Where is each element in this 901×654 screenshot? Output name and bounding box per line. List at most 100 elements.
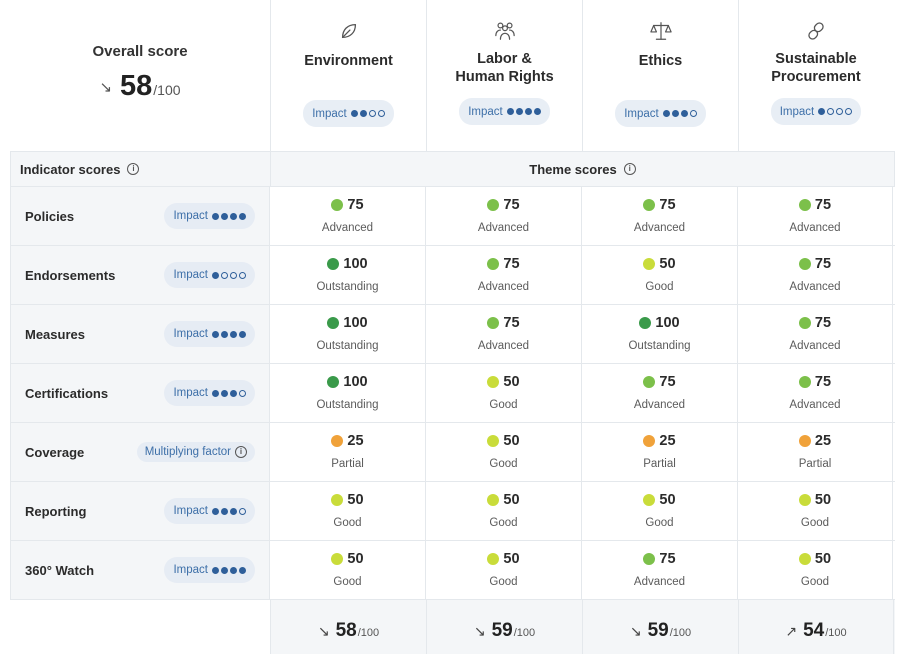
score-number: 25: [659, 433, 676, 449]
indicator-impact-pill[interactable]: Impact: [164, 321, 255, 347]
multiplying-factor-label: Multiplying factor: [144, 446, 231, 458]
theme-score-cell: 25 Partial: [738, 423, 893, 481]
score-level-label: Advanced: [789, 340, 841, 352]
score-value: 100: [270, 315, 425, 331]
impact-dot-filled-icon: [239, 566, 246, 574]
indicator-label-cell: Policies Impact: [10, 187, 270, 245]
theme-name: Sustainable Procurement: [771, 51, 861, 85]
theme-score-cell: 50 Good: [582, 246, 738, 304]
indicator-name: Certifications: [25, 385, 109, 401]
indicator-impact-pill[interactable]: Impact: [164, 557, 255, 583]
score-number: 100: [655, 315, 680, 331]
impact-dot-empty-icon: [239, 271, 246, 279]
score-value: 75: [738, 374, 892, 390]
score-number: 75: [659, 374, 676, 390]
score-level-dot-icon: [327, 317, 340, 329]
score-value: 100: [270, 374, 425, 390]
score-level-label: Advanced: [633, 576, 686, 588]
score-number: 75: [814, 374, 832, 390]
theme-header-1: Labor & Human Rights Impact: [426, 0, 582, 151]
indicator-name: Coverage: [25, 444, 85, 460]
theme-impact-dots: [350, 110, 385, 117]
score-level-label: Good: [489, 517, 518, 529]
indicator-label-cell: Certifications Impact: [10, 364, 270, 422]
theme-impact-pill[interactable]: Impact: [615, 100, 706, 127]
indicator-impact-dots: [212, 507, 246, 515]
impact-label: Impact: [173, 328, 208, 340]
theme-name: Ethics: [638, 53, 683, 69]
score-value: 100: [582, 315, 737, 331]
score-number: 25: [814, 433, 832, 449]
theme-impact-pill[interactable]: Impact: [459, 98, 550, 125]
score-number: 50: [659, 492, 676, 508]
score-level-dot-icon: [487, 435, 500, 447]
multiplying-factor-pill[interactable]: Multiplying factor i: [136, 442, 255, 462]
score-level-label: Good: [645, 517, 674, 529]
impact-dot-empty-icon: [836, 108, 844, 115]
total-score-number: 58: [335, 620, 357, 641]
impact-label: Impact: [624, 107, 659, 120]
indicator-row: Endorsements Impact 100 Outstanding 75 Advanc…: [10, 246, 895, 305]
theme-score-cell: 50 Good: [426, 364, 582, 422]
theme-score-cell: 75 Advanced: [426, 305, 582, 363]
impact-dot-filled-icon: [212, 566, 219, 574]
score-number: 75: [814, 197, 832, 213]
score-number: 75: [814, 256, 832, 272]
impact-dot-empty-icon: [239, 389, 246, 397]
indicator-name: Endorsements: [25, 267, 116, 283]
impact-dot-filled-icon: [239, 330, 246, 338]
impact-dot-filled-icon: [680, 110, 688, 117]
theme-score-cell: 50 Good: [738, 541, 893, 599]
indicator-impact-pill[interactable]: Impact: [164, 203, 255, 229]
indicator-impact-pill[interactable]: Impact: [164, 380, 255, 406]
score-level-label: Advanced: [477, 281, 530, 293]
score-number: 100: [343, 315, 368, 331]
score-number: 100: [343, 256, 368, 272]
impact-label: Impact: [173, 505, 208, 517]
theme-header-2: Ethics Impact: [582, 0, 738, 151]
theme-impact-pill[interactable]: Impact: [303, 100, 394, 127]
theme-score-cell: 75 Advanced: [582, 364, 738, 422]
info-icon[interactable]: i: [235, 446, 247, 458]
score-value: 25: [582, 433, 737, 449]
total-score-denominator: /100: [669, 627, 692, 639]
overall-score-label: Overall score: [92, 43, 188, 60]
info-icon[interactable]: i: [127, 163, 140, 175]
leaf-icon: [271, 20, 426, 42]
indicator-impact-pill[interactable]: Impact: [164, 262, 255, 288]
score-level-label: Advanced: [477, 222, 530, 234]
theme-score-cell: 100 Outstanding: [270, 305, 426, 363]
impact-dot-empty-icon: [827, 108, 835, 115]
impact-dot-filled-icon: [239, 212, 246, 220]
indicator-impact-dots: [212, 330, 246, 338]
score-level-dot-icon: [643, 435, 656, 447]
indicator-row: Coverage Multiplying factor i 25 Partial 50 Go…: [10, 423, 895, 482]
indicator-row: Measures Impact 100 Outstanding 75 Advanced 10…: [10, 305, 895, 364]
score-number: 50: [503, 374, 520, 390]
impact-dot-filled-icon: [230, 330, 237, 338]
total-score-number: 54: [803, 620, 825, 641]
impact-dot-filled-icon: [662, 110, 670, 117]
total-score-denominator: /100: [357, 627, 380, 639]
theme-impact-pill[interactable]: Impact: [770, 98, 862, 125]
score-value: 50: [738, 551, 892, 567]
theme-score-cell: 75 Advanced: [738, 246, 893, 304]
score-value: 50: [426, 433, 581, 449]
score-number: 75: [659, 551, 676, 567]
score-value: 50: [582, 256, 737, 272]
impact-dot-filled-icon: [212, 507, 219, 515]
score-number: 75: [814, 315, 832, 331]
score-number: 50: [503, 551, 520, 567]
theme-score-cell: 75 Advanced: [426, 187, 582, 245]
info-icon[interactable]: i: [623, 163, 636, 175]
indicator-label-cell: Endorsements Impact: [10, 246, 270, 304]
score-level-dot-icon: [798, 553, 811, 565]
indicator-impact-pill[interactable]: Impact: [164, 498, 255, 524]
indicator-scores-title: Indicator scores: [20, 161, 121, 177]
score-level-label: Outstanding: [316, 281, 379, 293]
score-level-label: Advanced: [789, 222, 841, 234]
scales-icon: [583, 20, 738, 42]
indicator-scores-header: Indicator scores i: [11, 152, 271, 186]
score-level-dot-icon: [487, 494, 500, 506]
score-level-dot-icon: [643, 199, 656, 211]
